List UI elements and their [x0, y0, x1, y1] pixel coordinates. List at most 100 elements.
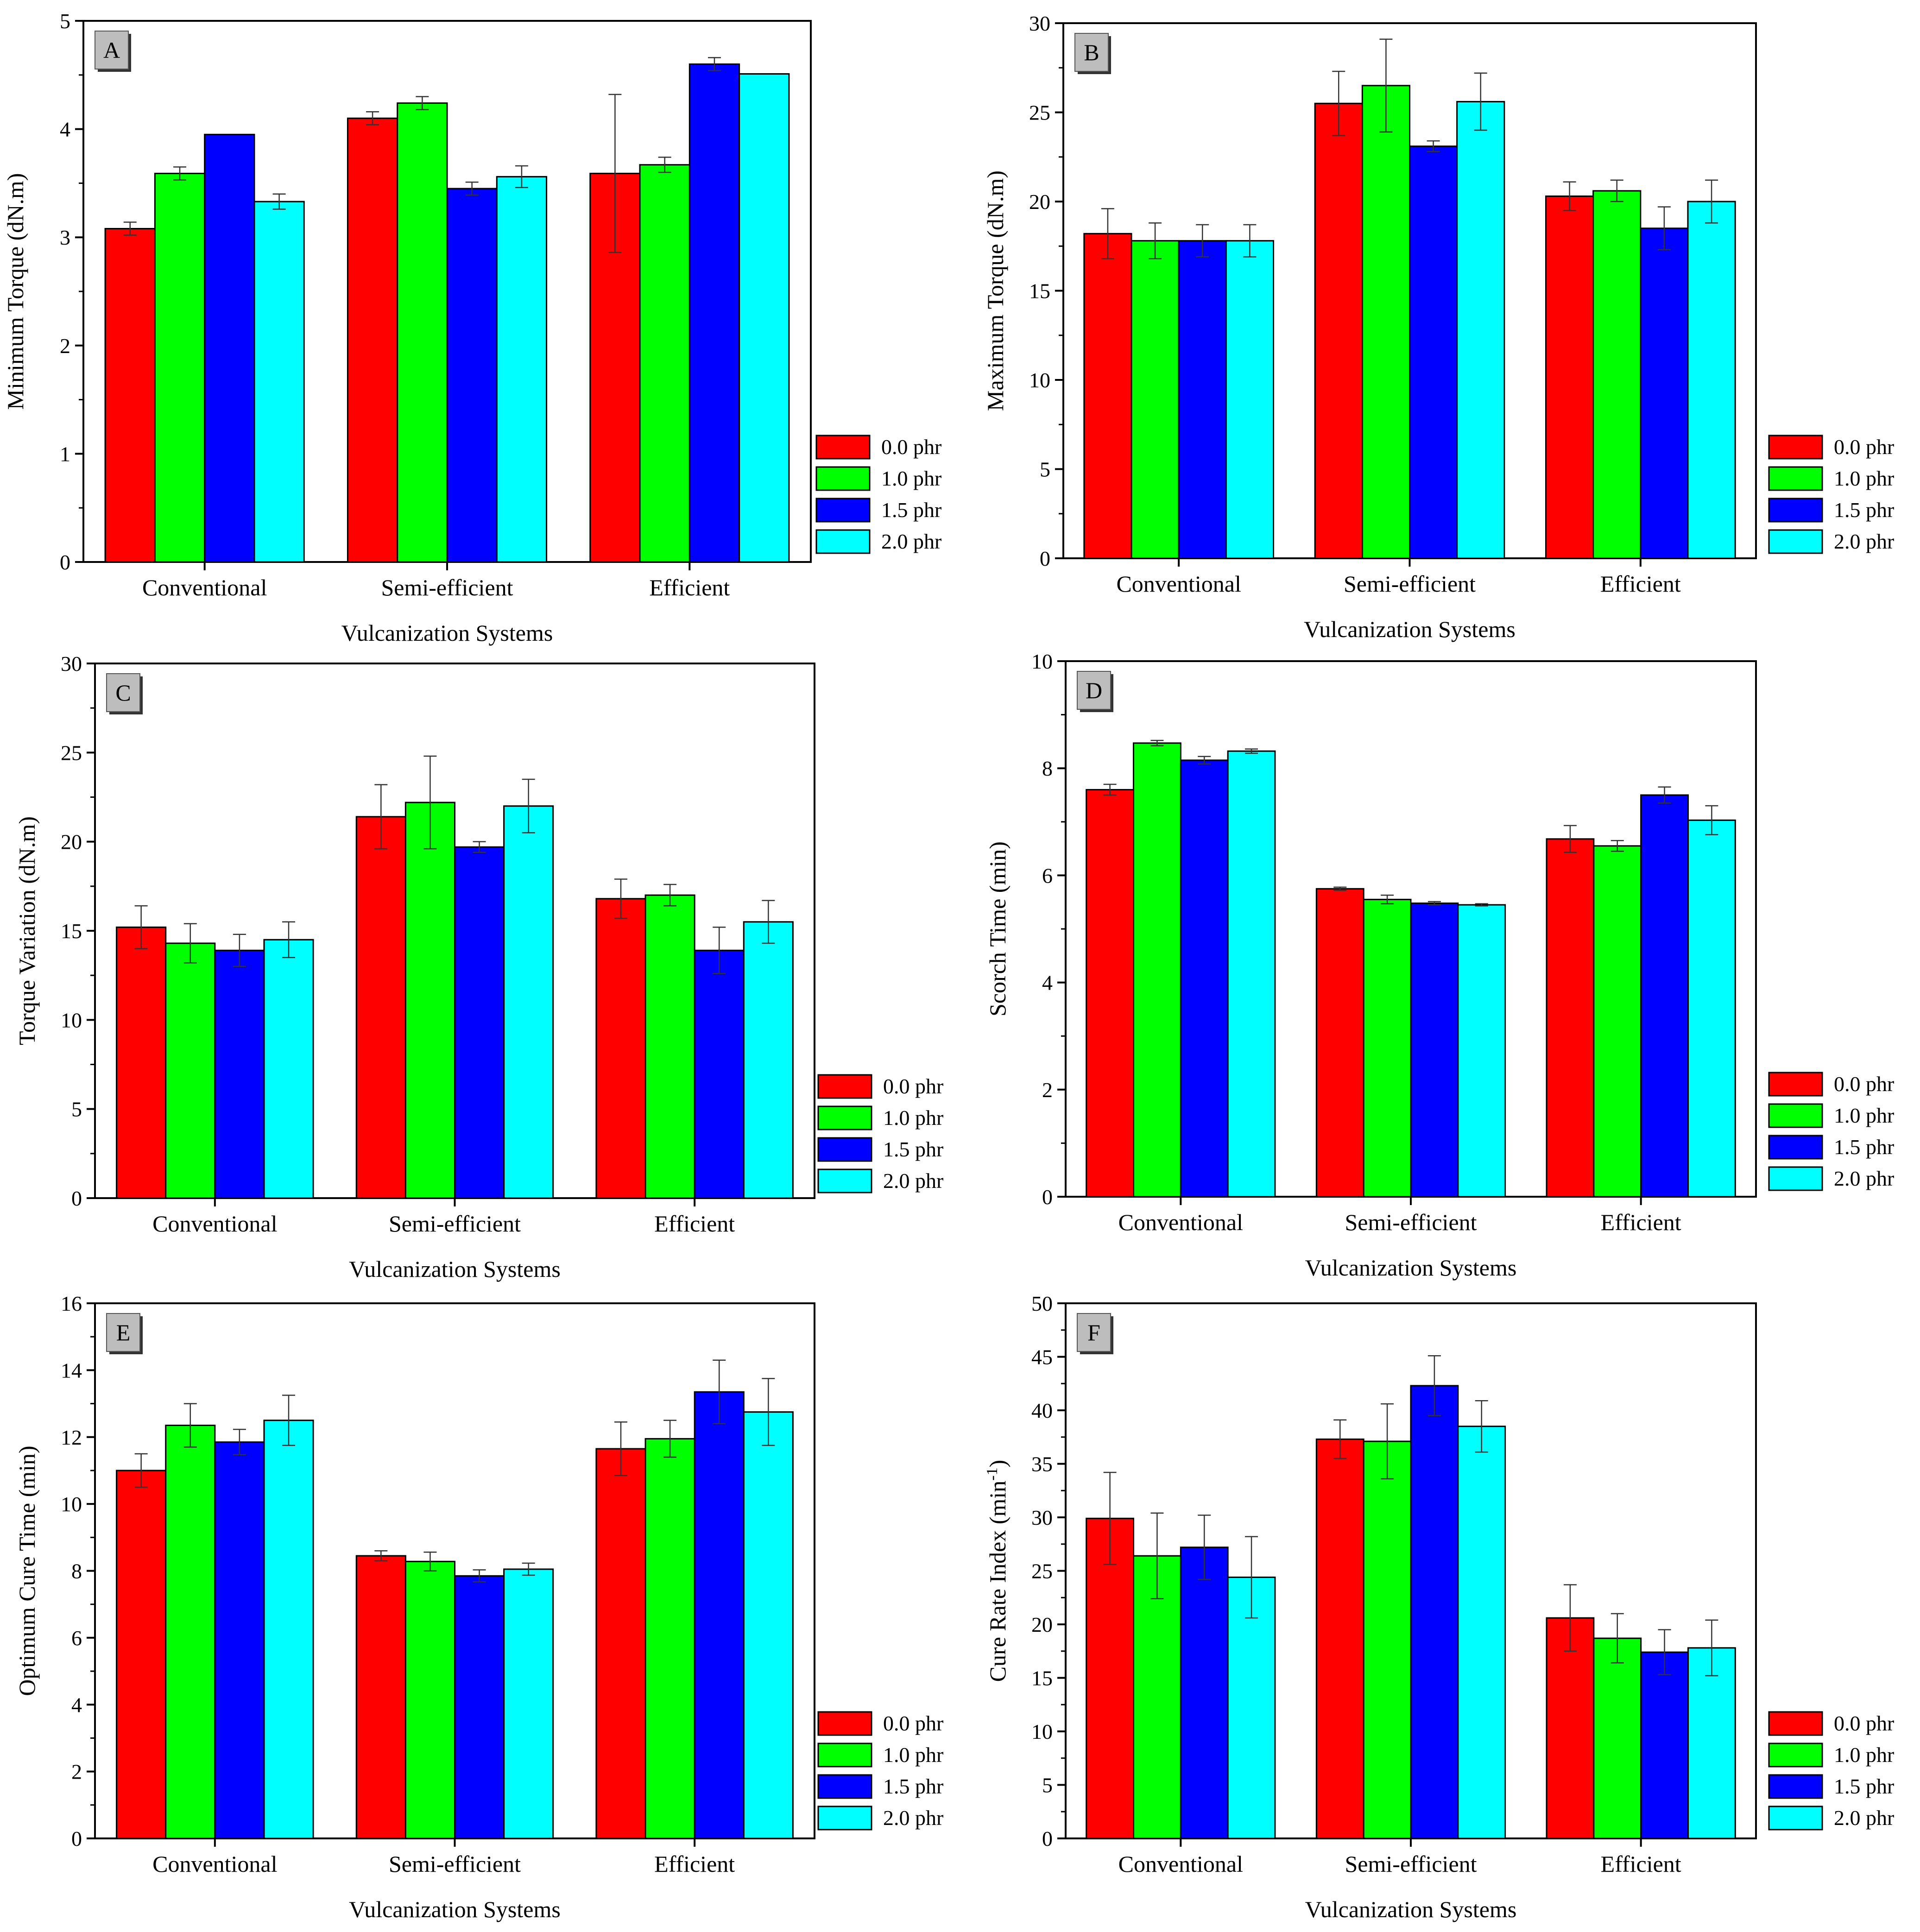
bar [1594, 1638, 1641, 1838]
legend-swatch [818, 1806, 872, 1830]
bar [1457, 101, 1504, 558]
y-tick-label: 5 [1042, 1774, 1053, 1797]
bar [117, 927, 166, 1198]
y-tick-label: 0 [1042, 1185, 1053, 1209]
x-tick-label: Semi-efficient [389, 1211, 521, 1237]
y-tick-label: 25 [1031, 1559, 1053, 1583]
x-tick-label: Efficient [654, 1211, 735, 1237]
chart-panel-b: 051015202530Conventional Semi-efficient Ef… [982, 12, 1894, 642]
y-axis-title-text: Minimum Torque (dN.m) [2, 173, 28, 410]
y-tick-label: 3 [60, 226, 70, 249]
bar [105, 229, 155, 562]
legend-label: 1.5 phr [883, 1137, 943, 1161]
legend-swatch [1769, 1806, 1822, 1830]
bar [215, 950, 264, 1198]
legend-swatch [1769, 499, 1822, 522]
y-tick-label: 30 [1029, 12, 1050, 35]
bar [215, 1442, 264, 1838]
y-tick-label: 20 [1029, 190, 1050, 214]
bar [398, 103, 447, 562]
chart-panel-a: 0 1 2 3 4 5 Conventional Semi-efficient Efficien… [2, 9, 941, 646]
bar [497, 177, 546, 562]
y-tick-label: 6 [1042, 864, 1053, 887]
y-axis-title: Maximum Torque (dN.m) [982, 170, 1008, 411]
bar [1086, 1518, 1134, 1838]
bar [356, 1556, 405, 1838]
x-axis-title: Vulcanization Systems [349, 1256, 561, 1282]
legend-swatch [816, 499, 870, 522]
chart-panel-c: 0 5 10 15 20 25 30 Conventional Semi-efficient Ef… [14, 652, 943, 1282]
chart-panel-d: 0246810Conventional Semi-efficient Efficie… [985, 650, 1894, 1281]
y-tick-label: 30 [61, 652, 82, 676]
bar [1181, 1547, 1228, 1838]
y-tick-label: 4 [60, 118, 70, 141]
legend-swatch [1769, 467, 1822, 490]
legend-swatch [818, 1775, 872, 1798]
legend-swatch [818, 1138, 872, 1161]
x-tick-label: Conventional [142, 575, 267, 600]
legend-label: 0.0 phr [1834, 435, 1894, 459]
y-tick-label: 5 [71, 1098, 82, 1121]
bar [1594, 846, 1641, 1197]
legend-label: 0.0 phr [1834, 1072, 1894, 1096]
bar [1362, 86, 1409, 558]
y-axis-title-text: Scorch Time (min) [985, 841, 1011, 1017]
y-tick-label: 10 [1029, 368, 1050, 392]
legend-label: 2.0 phr [883, 1169, 943, 1193]
bar [695, 950, 744, 1198]
x-tick-label: Efficient [654, 1851, 735, 1877]
y-tick-label: 10 [61, 1008, 82, 1032]
bar [645, 895, 695, 1198]
legend-swatch [818, 1169, 872, 1193]
chart-panel-e: 0246810121416Conventional Semi-efficient E… [14, 1292, 943, 1922]
legend-label: 2.0 phr [1834, 530, 1894, 553]
panel-letter: B [1084, 39, 1099, 65]
y-tick-label: 1 [60, 442, 70, 466]
bar [1364, 899, 1411, 1197]
legend-label: 1.0 phr [1834, 467, 1894, 490]
bar [1547, 839, 1594, 1197]
y-axis-title: Torque Variation (dN.m) [14, 816, 40, 1045]
panel-letter: C [115, 680, 131, 706]
legend-swatch [1769, 436, 1822, 459]
y-tick-label: 20 [61, 830, 82, 854]
legend-swatch [818, 1075, 872, 1098]
bar [155, 173, 204, 562]
bar [455, 847, 504, 1198]
x-tick-label: Semi-efficient [1345, 1851, 1477, 1877]
bar [166, 943, 215, 1198]
legend-swatch [816, 530, 870, 553]
legend-swatch [1769, 530, 1822, 553]
legend-label: 2.0 phr [883, 1806, 943, 1830]
panel-letter: A [103, 37, 120, 63]
y-axis-title: Scorch Time (min) [985, 841, 1011, 1017]
y-tick-label: 12 [61, 1426, 82, 1449]
legend-label: 0.0 phr [883, 1074, 943, 1098]
bar [739, 74, 789, 562]
bar [356, 817, 405, 1198]
y-tick-label: 16 [61, 1292, 82, 1315]
bar [1641, 795, 1688, 1197]
bar [1316, 1439, 1364, 1838]
bar [1134, 743, 1181, 1197]
y-tick-label: 45 [1031, 1345, 1053, 1369]
x-axis-title: Vulcanization Systems [349, 1896, 561, 1922]
bar [447, 189, 497, 562]
y-axis-title-tail: ) [985, 1460, 1011, 1468]
chart-panel-f: 05101520253035404550Conventional Semi-eff… [984, 1292, 1894, 1922]
y-tick-label: 15 [1031, 1667, 1053, 1690]
legend-label: 0.0 phr [881, 435, 941, 459]
bar [1641, 1652, 1688, 1838]
y-axis-title-text: Cure Rate Index (min [985, 1481, 1011, 1682]
x-axis-title: Vulcanization Systems [1304, 616, 1516, 642]
y-axis-title-superscript: -1 [984, 1467, 1001, 1480]
y-tick-label: 15 [1029, 279, 1050, 303]
bar [1593, 191, 1641, 558]
panel-letter: E [116, 1320, 131, 1345]
x-tick-label: Conventional [1118, 1209, 1243, 1235]
y-tick-label: 0 [1040, 547, 1050, 570]
legend-label: 2.0 phr [881, 530, 941, 553]
x-tick-label: Efficient [1601, 1851, 1681, 1877]
legend-swatch [816, 467, 870, 490]
legend-label: 1.5 phr [1834, 1774, 1894, 1798]
